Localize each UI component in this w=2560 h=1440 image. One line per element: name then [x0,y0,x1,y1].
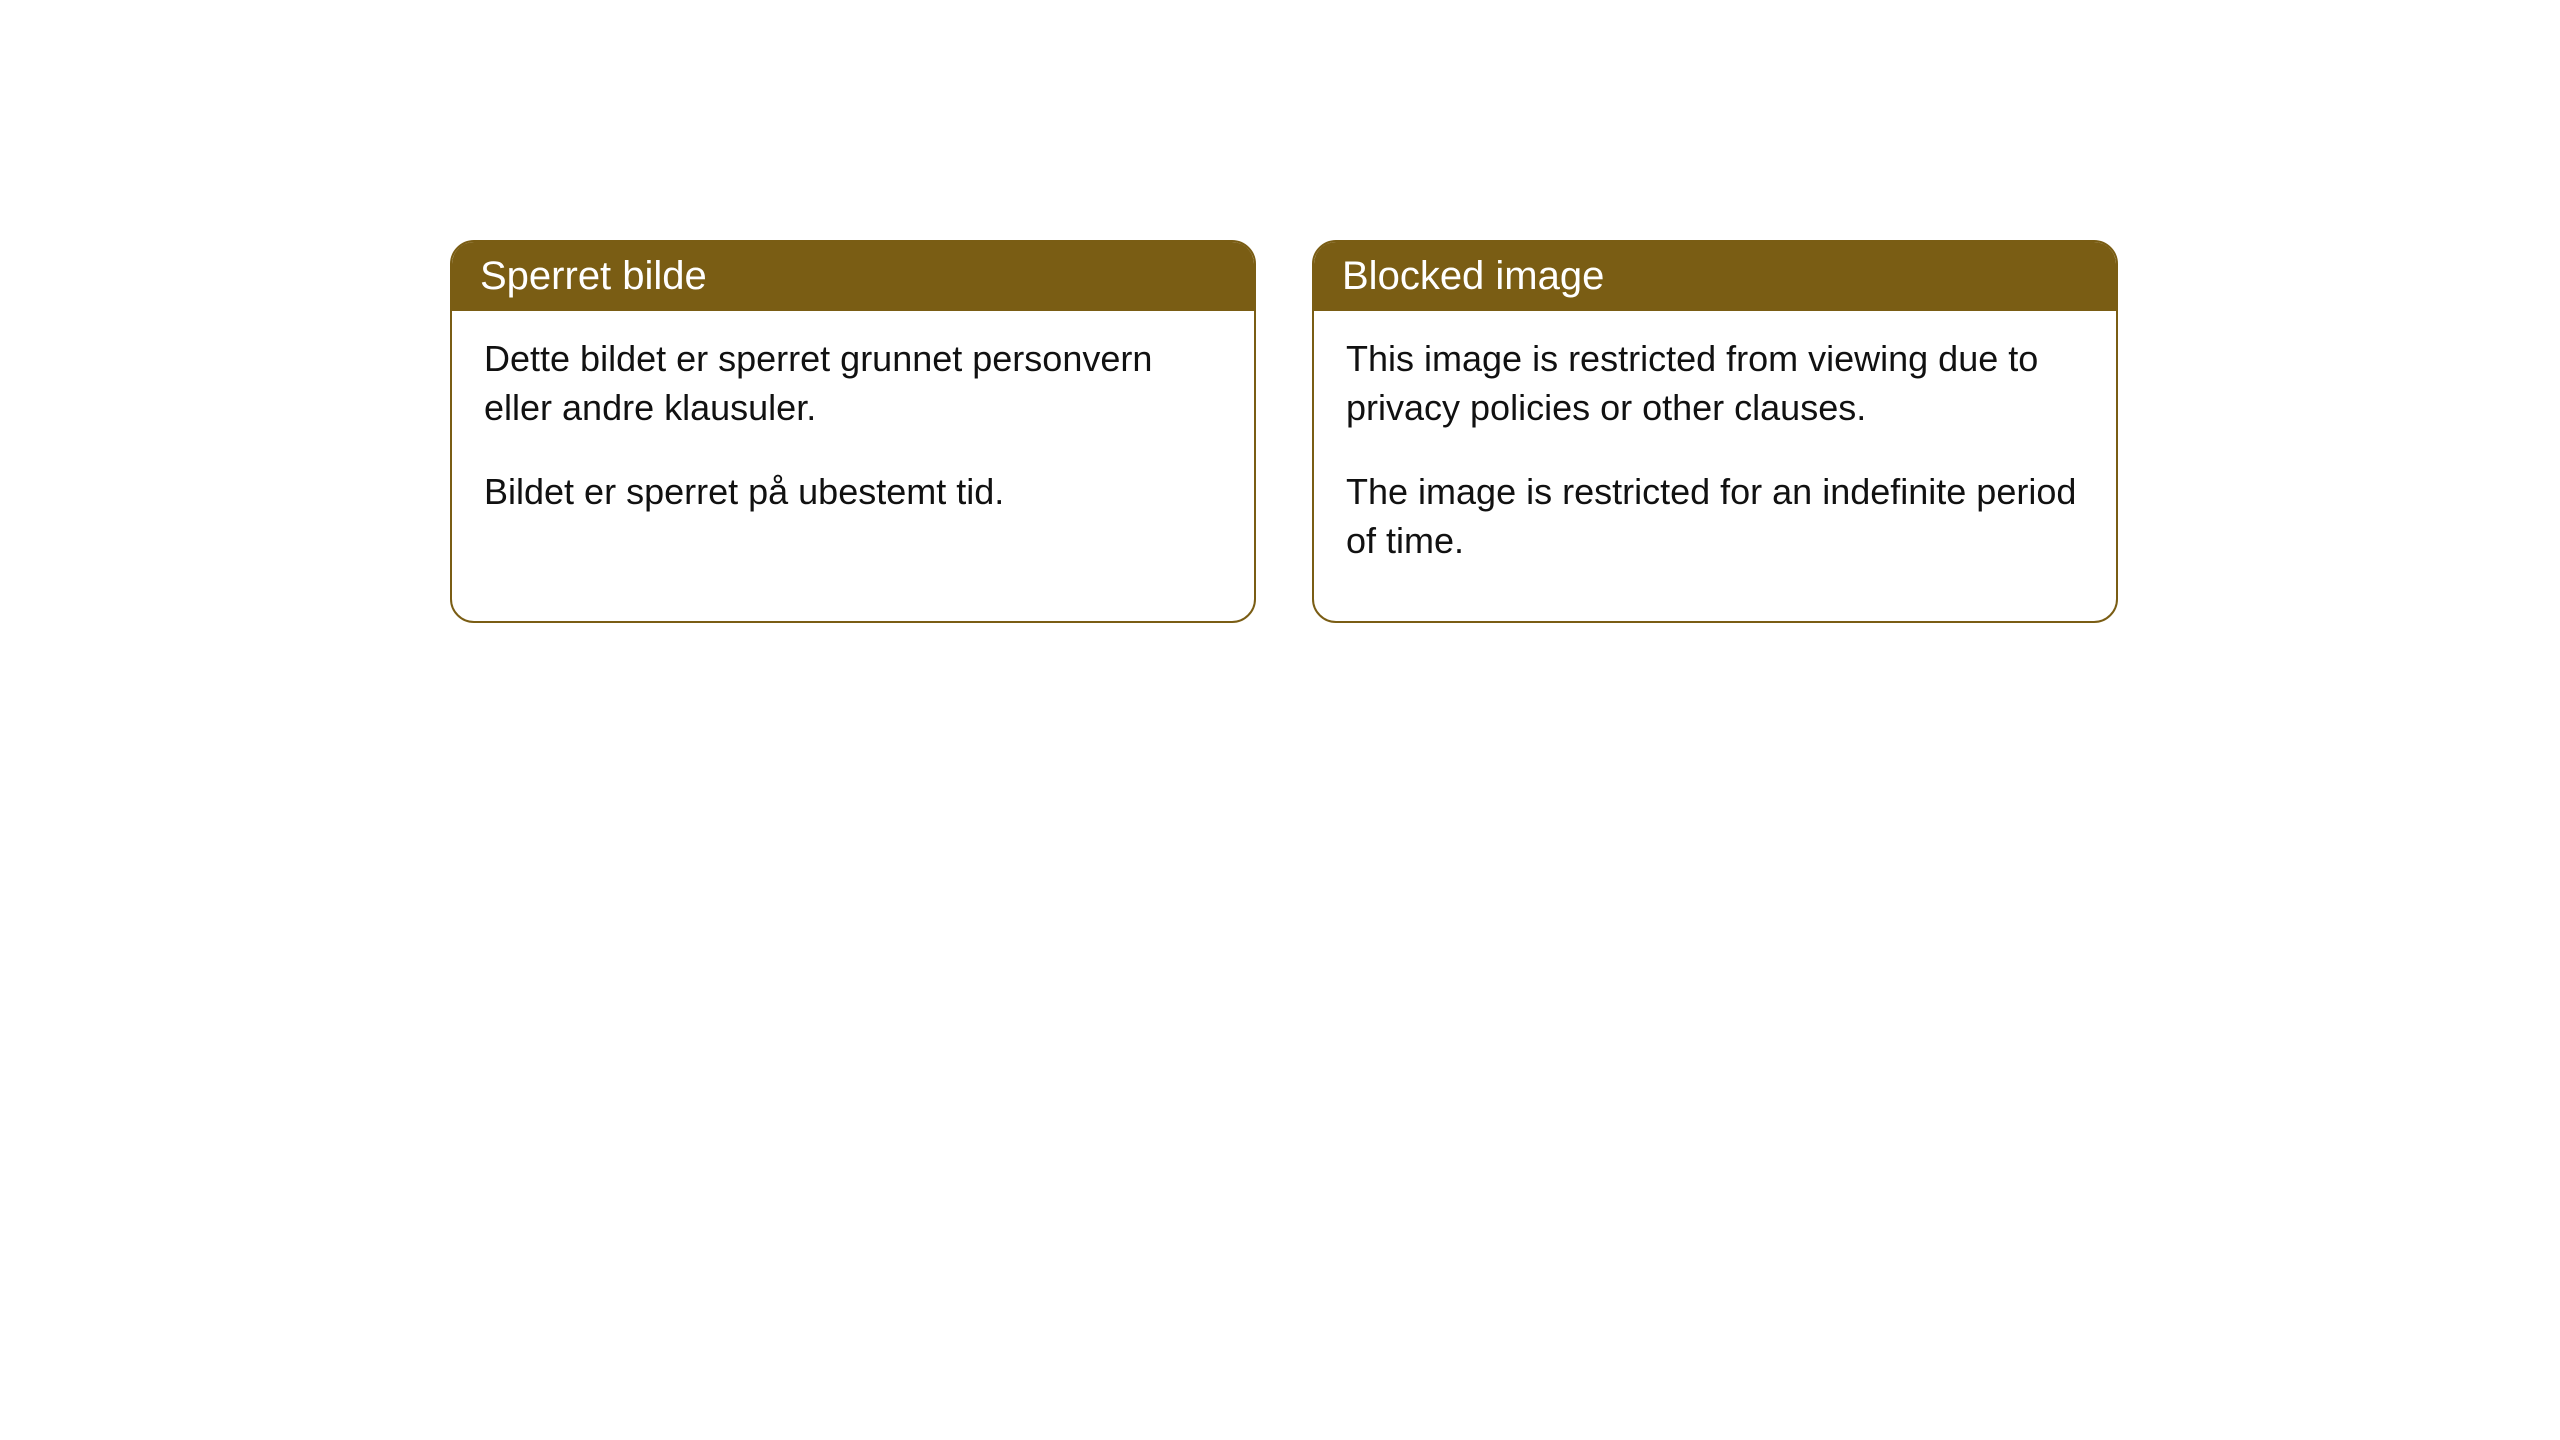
card-header: Sperret bilde [452,242,1254,311]
card-body: Dette bildet er sperret grunnet personve… [452,311,1254,573]
card-paragraph: Bildet er sperret på ubestemt tid. [484,468,1222,517]
card-paragraph: Dette bildet er sperret grunnet personve… [484,335,1222,432]
notice-card-english: Blocked image This image is restricted f… [1312,240,2118,623]
card-header: Blocked image [1314,242,2116,311]
card-paragraph: The image is restricted for an indefinit… [1346,468,2084,565]
card-body: This image is restricted from viewing du… [1314,311,2116,621]
card-paragraph: This image is restricted from viewing du… [1346,335,2084,432]
card-title: Blocked image [1342,254,1604,298]
card-title: Sperret bilde [480,254,707,298]
notice-cards-container: Sperret bilde Dette bildet er sperret gr… [0,0,2560,623]
notice-card-norwegian: Sperret bilde Dette bildet er sperret gr… [450,240,1256,623]
